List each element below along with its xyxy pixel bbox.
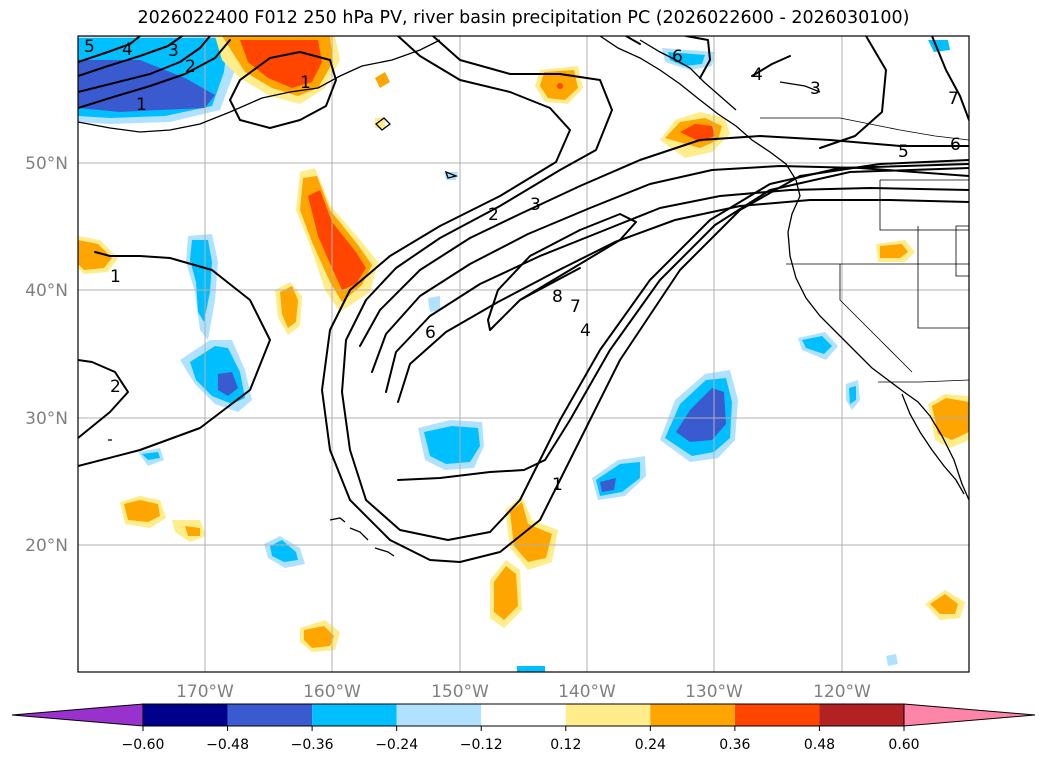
lon-label: 140°W (558, 682, 616, 702)
contour-label: 8 (552, 287, 563, 307)
colorbar-tick-label: 0.12 (550, 737, 581, 753)
lat-label: 40°N (25, 281, 68, 301)
shade-blob-145w-positive (490, 496, 558, 628)
contour-label: 3 (810, 79, 821, 99)
colorbar-segment (396, 704, 482, 726)
precip-shading (78, 36, 969, 672)
contour-label: 1 (552, 475, 563, 495)
shade-blob-dateline-positive (78, 236, 118, 274)
shade-blob-150w-negative (418, 420, 484, 470)
colorbar-tick-label: −0.60 (122, 737, 165, 753)
colorbar-tick-label: −0.48 (206, 737, 249, 753)
colorbar-segment (650, 704, 735, 726)
shade-blob-165w-positive (275, 282, 302, 335)
colorbar-tick-label: −0.24 (375, 737, 418, 753)
political-borders (760, 117, 969, 383)
lat-label: 20°N (25, 536, 68, 556)
colorbar-tick-label: −0.36 (291, 737, 334, 753)
colorbar-segment (734, 704, 820, 726)
colorbar-segment (143, 704, 228, 726)
map-panel: 5 4 3 2 1 1 1 2 2 3 6 8 7 4 1 4 3 5 6 7 … (78, 36, 969, 672)
shade-blob-bc-negative (662, 40, 950, 70)
contour-label: 5 (84, 37, 95, 57)
contour-label-group: 5 4 3 2 1 1 1 2 2 3 6 8 7 4 1 4 3 5 6 7 … (84, 37, 961, 495)
colorbar-tick-label: 0.48 (804, 737, 835, 753)
shade-blob-central-positive (296, 168, 378, 312)
colorbar: −0.60 −0.48 −0.36 −0.24 −0.12 0.12 0.24 0.36 0.4… (11, 703, 1036, 753)
lon-label: 170°W (176, 682, 234, 702)
contour-label: 1 (110, 267, 121, 287)
contour-label: 2 (185, 57, 196, 77)
pv-contours (78, 36, 969, 563)
colorbar-tick-label: −0.12 (460, 737, 503, 753)
contour-label: 5 (898, 142, 909, 162)
lon-label: 130°W (685, 682, 743, 702)
shade-blob-168w-negative (180, 234, 252, 412)
contour-label: 7 (948, 89, 959, 109)
contour-label: 4 (752, 65, 763, 85)
colorbar-extend-min (11, 703, 144, 727)
colorbar-tick-label: 0.24 (635, 737, 666, 753)
contour-label: 1 (136, 95, 147, 115)
contour-label: 7 (570, 297, 581, 317)
colorbar-segment (819, 704, 904, 726)
shade-blob-small-features (120, 72, 969, 672)
longitude-labels: 170°W 160°W 150°W 140°W 130°W 120°W (176, 682, 871, 702)
colorbar-tick-label: 0.36 (719, 737, 750, 753)
chart-title: 2026022400 F012 250 hPa PV, river basin … (137, 8, 910, 28)
lon-label: 150°W (431, 682, 489, 702)
colorbar-segment (565, 704, 651, 726)
contour-label: 1 (300, 73, 311, 93)
contour-label: 6 (672, 47, 683, 67)
shade-blob-137w-negative (592, 456, 646, 500)
graticule (78, 36, 969, 672)
lon-label: 120°W (813, 682, 871, 702)
contour-label: 3 (530, 195, 541, 215)
contour-label: 6 (425, 323, 436, 343)
contour-label: 4 (580, 321, 591, 341)
contour-label: 4 (122, 40, 133, 60)
colorbar-segment (481, 704, 566, 726)
lon-label: 160°W (303, 682, 361, 702)
colorbar-segment (227, 704, 313, 726)
coastlines (78, 36, 969, 557)
lat-label: 30°N (25, 409, 68, 429)
latitude-labels: 50°N 40°N 30°N 20°N (25, 154, 68, 556)
contour-label: 3 (168, 41, 179, 61)
colorbar-segment (312, 704, 397, 726)
colorbar-tick-label: 0.60 (888, 737, 919, 753)
colorbar-extend-max (903, 703, 1036, 727)
map-frame (77, 35, 970, 673)
lat-label: 50°N (25, 154, 68, 174)
shade-blob-nw-negative (78, 36, 240, 124)
contour-label: 6 (950, 135, 961, 155)
colorbar-outline (142, 703, 905, 727)
contour-label: 2 (110, 377, 121, 397)
contour-label: 2 (488, 205, 499, 225)
